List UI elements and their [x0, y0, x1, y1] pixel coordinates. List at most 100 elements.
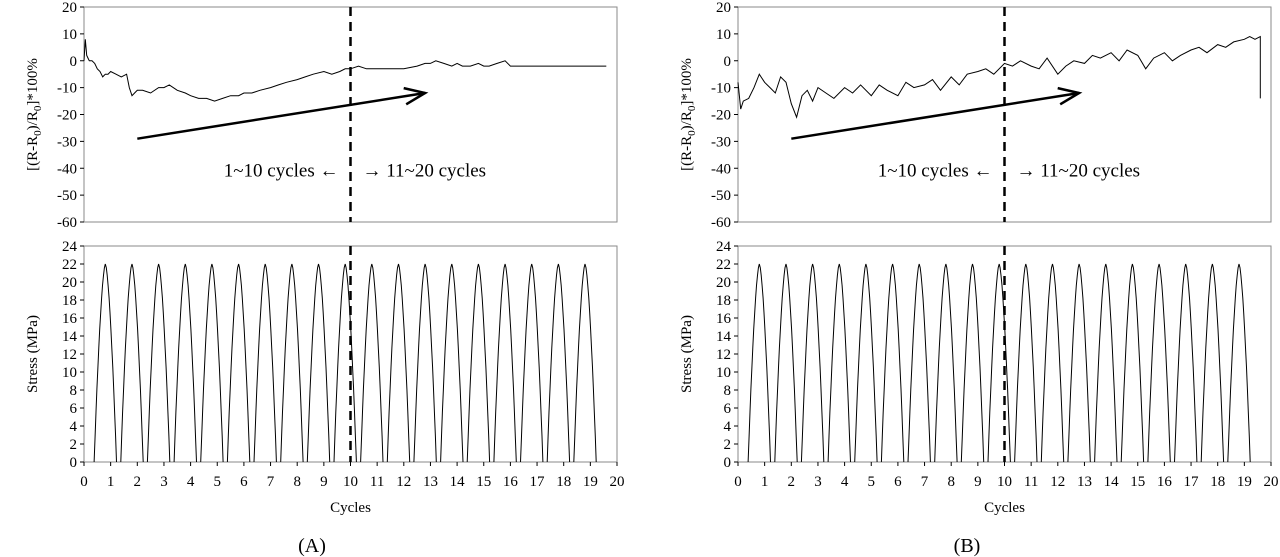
b-stress-x-tick-label: 15	[1130, 474, 1145, 490]
panel-b: 20100-10-20-30-40-50-60[(R-R0)/R0]*100%1…	[679, 0, 1279, 516]
b-resistance-y-axis-label-subscript: 0	[686, 105, 698, 111]
a-resistance-y-axis-label-part: [(R-R	[25, 136, 41, 171]
a-stress-y-tick-label: 14	[62, 329, 78, 345]
b-stress-cycle-peak	[1067, 263, 1091, 463]
a-stress-x-tick-label: 12	[396, 474, 411, 490]
a-stress-y-tick-label: 2	[70, 437, 78, 453]
panel-b-label: (B)	[954, 535, 981, 557]
b-resistance-y-axis-label-part: ]*100%	[679, 58, 695, 106]
a-stress-cycle-peak	[573, 263, 597, 463]
b-stress-cycle-peak	[1040, 263, 1065, 463]
a-resistance-annotation-left: 1~10 cycles ←	[224, 160, 339, 181]
a-stress-y-tick-label: 18	[62, 293, 77, 309]
a-stress-x-tick-label: 16	[503, 474, 519, 490]
b-stress-cycle-peak	[854, 263, 878, 463]
a-resistance-annotation-right: → 11~20 cycles	[363, 160, 487, 181]
b-resistance-y-axis-label-part: [(R-R	[679, 136, 695, 171]
b-stress-y-tick-label: 12	[716, 347, 731, 363]
b-stress-cycle-peak	[747, 263, 771, 463]
b-resistance-y-axis-label: [(R-R0)/R0]*100%	[679, 58, 698, 171]
a-resistance-y-tick-label: -60	[57, 215, 77, 231]
b-resistance-y-tick-label: 10	[716, 27, 731, 43]
a-stress-y-tick-label: 24	[62, 239, 78, 255]
b-stress-x-tick-label: 4	[841, 474, 849, 490]
a-stress-cycle-peak	[413, 263, 437, 463]
b-stress-cycle-peak	[1174, 263, 1198, 463]
b-resistance-y-tick-label: 0	[724, 54, 732, 70]
b-stress-cycle-peak	[880, 263, 905, 463]
a-stress-cycle-peak	[200, 263, 224, 463]
b-stress-y-tick-label: 6	[724, 401, 732, 417]
b-resistance-y-tick-label: -40	[711, 161, 731, 177]
b-stress-x-tick-label: 10	[997, 474, 1012, 490]
b-stress-y-tick-label: 22	[716, 257, 731, 273]
a-stress-x-tick-label: 13	[423, 474, 438, 490]
b-stress-cycle-peak	[1227, 263, 1251, 463]
b-resistance-series-line	[737, 35, 1261, 119]
b-stress-cycle-peak	[1094, 263, 1118, 463]
a-stress-x-tick-label: 9	[320, 474, 328, 490]
a-stress-x-tick-label: 1	[107, 474, 115, 490]
a-stress-y-tick-label: 12	[62, 347, 77, 363]
b-stress-x-tick-label: 14	[1104, 474, 1120, 490]
a-stress-x-tick-label: 17	[530, 474, 546, 490]
b-resistance-trend-arrow-shaft	[791, 91, 1080, 140]
a-stress-y-tick-label: 20	[62, 275, 77, 291]
a-stress-x-tick-label: 2	[134, 474, 142, 490]
b-resistance-y-tick-label: -30	[711, 134, 731, 150]
a-stress-x-tick-label: 7	[267, 474, 275, 490]
a-stress-y-tick-label: 22	[62, 257, 77, 273]
b-stress-cycle-peak	[827, 263, 851, 463]
a-resistance-trend-arrow-head	[403, 86, 429, 106]
a-stress-cycle-peak	[386, 263, 411, 463]
b-stress-cycle-peak	[774, 263, 798, 463]
a-stress-y-tick-label: 16	[62, 311, 78, 327]
a-stress-x-tick-label: 20	[610, 474, 625, 490]
a-resistance-y-axis-label-subscript: 0	[32, 130, 44, 136]
b-stress-x-tick-label: 7	[921, 474, 929, 490]
b-stress-cycle-peak	[1014, 263, 1038, 463]
a-stress-cycle-peak	[333, 263, 357, 463]
a-stress-x-tick-label: 15	[476, 474, 491, 490]
a-stress-cycle-peak	[146, 263, 171, 463]
b-stress-y-tick-label: 14	[716, 329, 732, 345]
a-stress-x-tick-label: 14	[450, 474, 466, 490]
a-stress-x-tick-label: 4	[187, 474, 195, 490]
b-stress-y-axis-label: Stress (MPa)	[679, 315, 695, 393]
a-stress-x-tick-label: 3	[160, 474, 168, 490]
a-stress-cycle-peak	[306, 263, 331, 463]
a-stress-cycle-peak	[360, 263, 384, 463]
b-stress-x-tick-label: 17	[1184, 474, 1200, 490]
b-stress-x-tick-label: 3	[814, 474, 822, 490]
a-stress-x-tick-label: 6	[240, 474, 248, 490]
b-stress-x-tick-label: 0	[734, 474, 742, 490]
b-stress-y-tick-label: 24	[716, 239, 732, 255]
b-stress-x-tick-label: 5	[868, 474, 876, 490]
a-resistance-y-axis-label-part: )/R	[25, 111, 41, 130]
b-stress-y-tick-label: 20	[716, 275, 731, 291]
a-stress-y-tick-label: 10	[62, 365, 77, 381]
b-stress-cycle-peak	[1147, 263, 1171, 463]
a-resistance-series-line	[83, 39, 607, 102]
b-stress-x-tick-label: 12	[1050, 474, 1065, 490]
panel-a: 20100-10-20-30-40-50-60[(R-R0)/R0]*100%1…	[25, 0, 625, 516]
a-resistance-y-tick-label: -20	[57, 108, 77, 124]
b-stress-x-tick-label: 9	[974, 474, 982, 490]
a-stress-x-tick-label: 8	[293, 474, 301, 490]
b-stress-x-tick-label: 19	[1237, 474, 1252, 490]
b-stress-x-tick-label: 13	[1077, 474, 1092, 490]
b-stress-x-tick-label: 8	[947, 474, 955, 490]
b-stress-cycle-peak	[1120, 263, 1145, 463]
a-stress-x-tick-label: 19	[583, 474, 598, 490]
b-stress-x-tick-label: 11	[1024, 474, 1038, 490]
a-stress-cycle-peak	[493, 263, 517, 463]
a-resistance-y-tick-label: 0	[70, 54, 78, 70]
b-resistance-y-tick-label: 20	[716, 0, 731, 16]
b-stress-y-tick-label: 18	[716, 293, 731, 309]
a-stress-x-tick-label: 18	[556, 474, 571, 490]
a-stress-cycle-peak	[253, 263, 277, 463]
a-stress-cycle-peak	[226, 263, 251, 463]
b-resistance-y-tick-label: -10	[711, 81, 731, 97]
a-stress-x-tick-label: 10	[343, 474, 358, 490]
